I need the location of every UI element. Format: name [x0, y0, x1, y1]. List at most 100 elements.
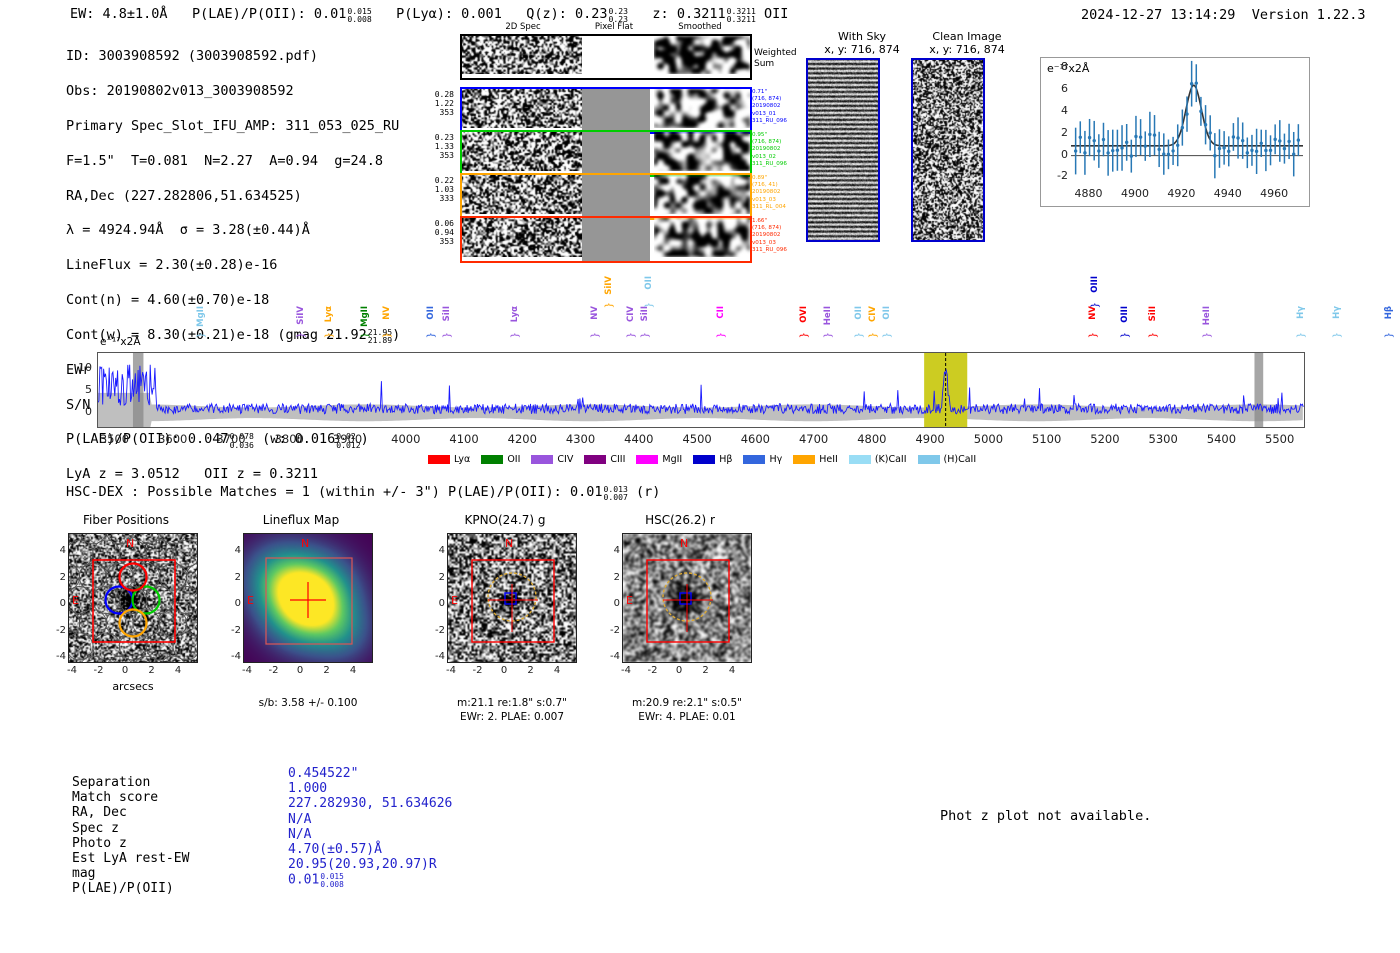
lineplot-unit-label: e⁻¹⁷x2Å — [1047, 62, 1090, 75]
spectrum-line-label-nv-20: NV — [1088, 306, 1098, 320]
spectrum-xtick-0: 3500 — [99, 432, 130, 446]
spectrum-line-label-civ-9: CIV — [626, 306, 636, 322]
spectrum-xtick-3: 3800 — [274, 432, 304, 446]
legend-label-3: CIII — [610, 454, 626, 465]
spec2d-row-0-smoothed — [654, 89, 750, 128]
imaging-3-ytick-2: 0 — [613, 598, 620, 609]
spectrum-legend: Lyα OII CIV CIII MgII Hβ Hγ HeII (K)CaII (H)CaII — [428, 454, 987, 465]
imaging-1-ytick-2: 0 — [234, 598, 241, 609]
spectrum-xtick-5: 4000 — [391, 432, 421, 446]
info-cont-w-lo: 21.89 — [367, 335, 393, 345]
hscdex-plae-hi: 0.013 — [603, 484, 628, 494]
imaging-title-1: Lineflux Map — [262, 513, 340, 527]
spectrum-line-brace-8: } — [590, 332, 601, 339]
match-table-label-1: Match score — [72, 790, 159, 806]
spec2d-row-2-right-meta: 0.89" (716, 41) 20190802 v013_03 311_RL_… — [752, 175, 786, 210]
imaging-0-ytick-0: 4 — [59, 545, 66, 556]
imaging-2-xtick-0: -4 — [446, 665, 456, 676]
spectrum-xtick-7: 4200 — [507, 432, 537, 446]
imaging-compass-e-3: E — [626, 594, 633, 607]
spectrum-line-label-oii-18: OII — [882, 306, 892, 320]
imaging-3-xtick-3: 2 — [702, 665, 709, 676]
legend-swatch-7 — [793, 455, 816, 464]
spectrum-xtick-1: 3600 — [158, 432, 188, 446]
imaging-compass-e-2: E — [451, 594, 458, 607]
spec2d-row-0-left-stats: 0.28 1.22 353 — [434, 90, 454, 117]
legend-swatch-2 — [531, 455, 554, 464]
header-plae-hi: 0.015 — [347, 6, 372, 16]
lineplot-ytick-0: 8 — [1061, 60, 1068, 74]
match-table-plae-hi: 0.015 — [320, 872, 344, 882]
info-plae-post: ) — [360, 431, 369, 448]
spectrum-line-label-heii-23: HeII — [1202, 306, 1212, 326]
imaging-overlay-2 — [471, 559, 555, 643]
spectrum-line-label-oiii-21: OIII — [1120, 306, 1130, 323]
legend-item-kcaii: (K)CaII — [848, 454, 907, 465]
header-z-lo: 0.3211 — [726, 14, 756, 25]
spectrum-line-label-nv-8: NV — [590, 306, 600, 320]
header-qz-value: 0.23 — [575, 6, 608, 23]
imaging-0-xtick-1: -2 — [93, 665, 104, 676]
spec2d-row-1 — [460, 130, 752, 177]
header-z-hi: 0.3211 — [726, 6, 756, 16]
imaging-1-ytick-0: 4 — [234, 545, 241, 556]
match-table-value-3: N/A — [288, 811, 312, 827]
legend-label-2: CIV — [557, 454, 574, 465]
lineplot-ytick-1: 6 — [1061, 82, 1068, 96]
imaging-3-caption-2: EWr: 4. PLAE: 0.01 — [638, 711, 736, 723]
match-table-value-5: 4.70(±0.57)Å — [288, 842, 382, 858]
spectrum-line-brace-13: } — [644, 302, 655, 309]
imaging-1-caption-1: s/b: 3.58 +/- 0.100 — [258, 697, 358, 709]
spectrum-line-brace-23: } — [1202, 332, 1213, 339]
info-id: ID: 3003908592 (3003908592.pdf) — [66, 48, 318, 65]
spectrum-line-label-hγ-25: Hγ — [1332, 306, 1342, 319]
info-radec: RA,Dec (227.282806,51.634525) — [66, 187, 302, 204]
imaging-3-caption-1: m:20.9 re:2.1" s:0.5" — [632, 697, 742, 709]
match-table-value-1: 1.000 — [288, 781, 328, 797]
header-z-label: z: — [652, 6, 669, 23]
legend-swatch-9 — [917, 455, 940, 464]
header-summary: EW: 4.8±1.0Å P(LAE)/P(OII): 0.01 0.015 0.0… — [70, 6, 788, 25]
lineplot-ytick-3: 2 — [1061, 125, 1068, 139]
cutout-0-image — [806, 58, 880, 242]
imaging-title-2: KPNO(24.7) g — [464, 513, 546, 527]
spectrum-line-brace-15: } — [823, 332, 834, 339]
spec2d-row-3 — [460, 216, 752, 263]
spec2d-row-0-pixelflat — [582, 89, 650, 132]
match-table-value-4: N/A — [288, 826, 312, 842]
spectrum-line-brace-14: } — [799, 332, 810, 339]
legend-swatch-5 — [693, 455, 716, 464]
imaging-2-ytick-1: 2 — [438, 571, 445, 583]
imaging-1-ytick-3: -2 — [231, 624, 241, 636]
spectrum-ytick-1: 5 — [85, 382, 92, 396]
info-plae-mid: (w: 0.016 — [262, 431, 336, 448]
imaging-2-ytick-3: -2 — [435, 624, 445, 636]
info-plae-pre: P(LAE)/P(OII): 0.047 — [66, 431, 229, 448]
spec2d-row-0-2dspec — [462, 89, 582, 128]
header-plya: P(Lyα): 0.001 — [396, 6, 502, 23]
spectrum-xtick-17: 5200 — [1090, 432, 1120, 446]
imaging-compass-n-1: N — [301, 537, 310, 550]
spectrum-line-brace-0: } — [196, 332, 207, 339]
imaging-panel-3 — [622, 533, 752, 663]
spectrum-line-brace-12: } — [604, 302, 615, 309]
spectrum-xtick-11: 4600 — [740, 432, 770, 446]
cutout-1-title: Clean Image — [932, 30, 1002, 43]
spectrum-line-label-lyα-2: Lyα — [324, 306, 334, 323]
spectrum-line-label-lyα-7: Lyα — [510, 306, 520, 323]
legend-label-4: MgII — [662, 454, 683, 465]
imaging-0-ytick-1: 2 — [59, 571, 66, 583]
spectrum-line-label-oii-5: OII — [426, 306, 436, 320]
spectrum-line-brace-25: } — [1332, 332, 1343, 339]
spectrum-line-brace-10: } — [640, 332, 651, 339]
spec2d-row-3-smoothed — [654, 218, 750, 257]
spectrum-xtick-15: 5000 — [973, 432, 1004, 446]
spectrum-xtick-16: 5100 — [1032, 432, 1062, 446]
spec2d-row-1-2dspec — [462, 132, 582, 171]
legend-item-lyα: Lyα — [428, 454, 470, 465]
spectrum-xtick-18: 5300 — [1148, 432, 1178, 446]
spectrum-line-label-oii-16: OII — [854, 306, 864, 320]
source-info-block: ID: 3003908592 (3003908592.pdf) Obs: 201… — [66, 31, 400, 501]
imaging-3-ytick-4: -4 — [610, 651, 620, 662]
imaging-3-ytick-1: 2 — [613, 571, 620, 583]
